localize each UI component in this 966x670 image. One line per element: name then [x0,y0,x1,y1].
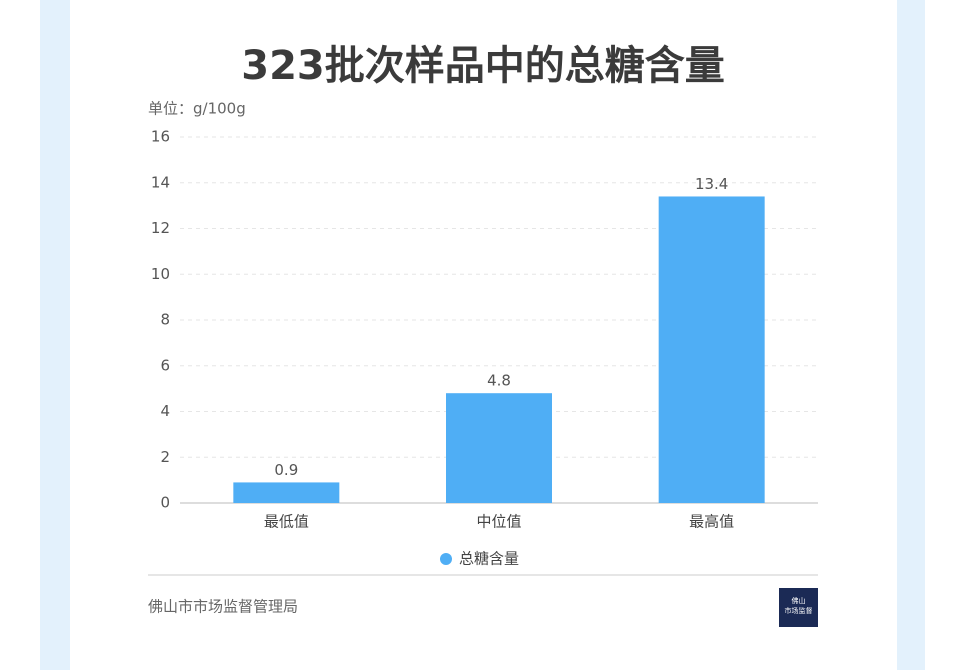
y-axis-label: 单位：g/100g [148,100,246,118]
source: 佛山市市场监督管理局 [148,598,298,616]
y-tick-label: 0 [160,494,170,512]
y-tick-label: 14 [151,173,170,191]
logo-text: 佛山 [792,596,806,605]
value-label: 13.4 [695,175,728,193]
value-label: 0.9 [274,461,298,479]
value-label: 4.8 [487,372,511,390]
x-tick-label: 最高值 [689,513,734,531]
y-tick-label: 10 [151,265,170,283]
legend-label: 总糖含量 [459,550,519,568]
y-tick-label: 4 [160,402,170,420]
y-tick-label: 2 [160,448,170,466]
x-tick-label: 最低值 [264,513,309,531]
legend-marker [440,553,452,565]
x-tick-label: 中位值 [476,513,521,531]
logo [779,588,818,627]
y-tick-label: 16 [151,128,170,146]
y-tick-label: 8 [160,311,170,329]
y-tick-label: 6 [160,356,170,374]
bar [658,196,765,503]
chart-title: 323批次样品中的总糖含量 [241,43,725,89]
bar [446,393,552,503]
side-band [40,0,70,670]
side-band [897,0,925,670]
y-tick-label: 12 [151,219,170,237]
bar [233,482,340,503]
logo-text: 市场监督 [785,606,813,615]
